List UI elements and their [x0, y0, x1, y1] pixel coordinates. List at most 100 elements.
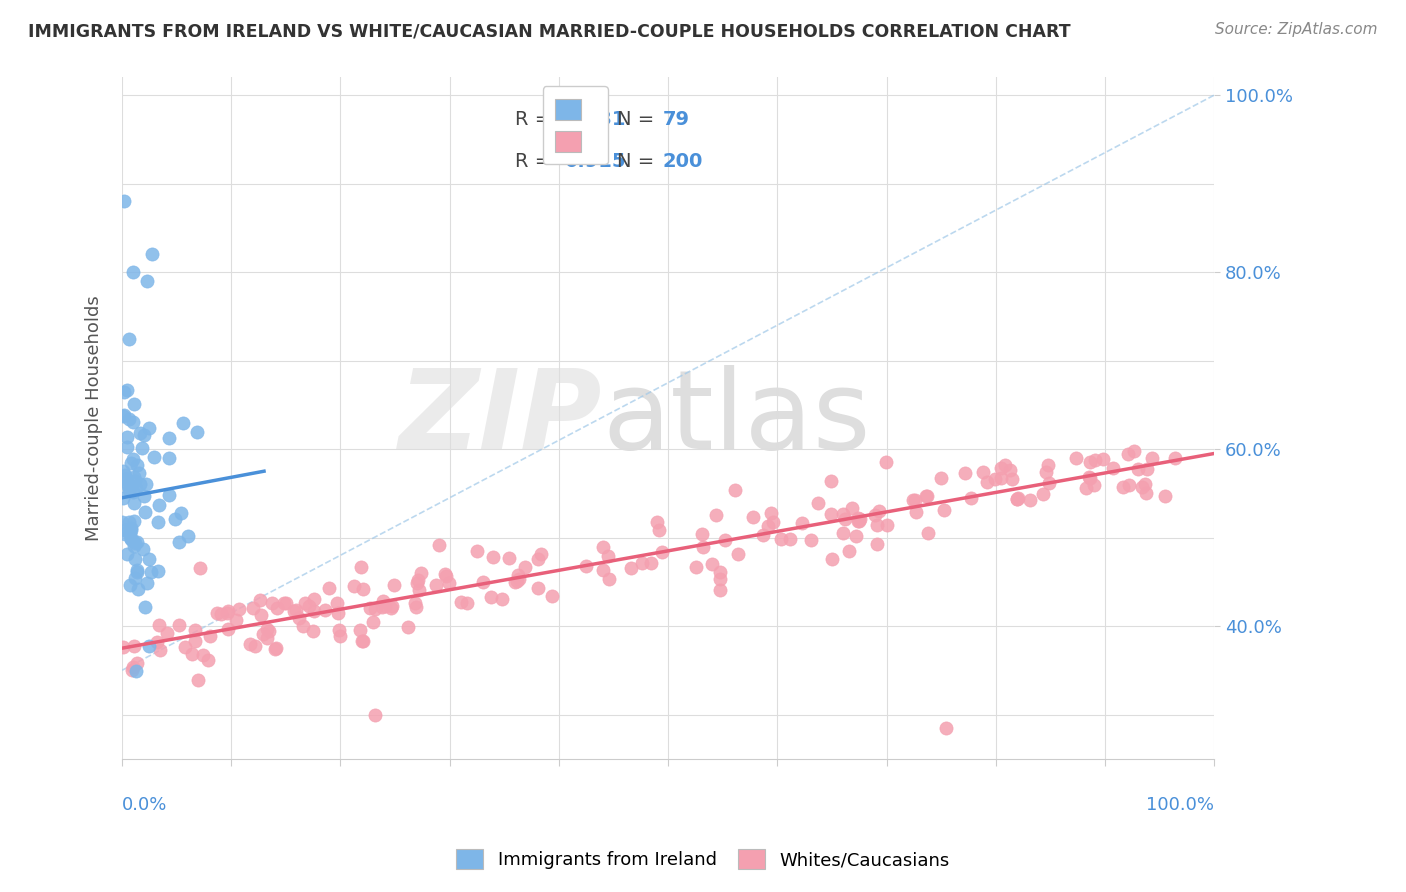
Point: [506, 574, 529, 588]
Point: [792, 516, 814, 530]
Text: 0.0%: 0.0%: [122, 797, 167, 814]
Point: [285, 603, 308, 617]
Point: [592, 562, 614, 576]
Point: [841, 501, 863, 516]
Point: [135, 477, 157, 491]
Point: [120, 532, 142, 546]
Point: [382, 578, 405, 592]
Point: [239, 637, 262, 651]
Point: [120, 521, 142, 535]
Text: R =: R =: [515, 152, 558, 170]
Point: [167, 535, 190, 549]
Point: [228, 602, 250, 616]
Point: [127, 656, 149, 670]
Point: [960, 491, 983, 506]
Point: [134, 506, 156, 520]
Point: [139, 565, 162, 579]
Point: [1076, 481, 1098, 495]
Point: [217, 607, 239, 621]
Point: [132, 541, 155, 556]
Point: [170, 506, 193, 520]
Point: [373, 599, 395, 613]
Point: [205, 606, 228, 620]
Point: [406, 573, 429, 587]
Point: [866, 537, 889, 551]
Point: [472, 574, 495, 589]
Point: [125, 664, 148, 678]
Point: [1142, 450, 1164, 465]
Point: [1038, 475, 1060, 490]
Point: [114, 527, 136, 541]
Point: [188, 561, 211, 575]
Point: [866, 517, 889, 532]
Point: [714, 533, 737, 547]
Text: ZIP: ZIP: [399, 365, 603, 472]
Point: [903, 493, 925, 508]
Point: [174, 640, 197, 654]
Point: [976, 475, 998, 489]
Point: [134, 599, 156, 614]
Point: [439, 576, 461, 591]
Point: [645, 516, 668, 530]
Point: [186, 425, 208, 439]
Point: [498, 550, 520, 565]
Point: [127, 582, 149, 597]
Point: [121, 523, 143, 537]
Point: [156, 625, 179, 640]
Point: [491, 592, 513, 607]
Legend: Immigrants from Ireland, Whites/Caucasians: Immigrants from Ireland, Whites/Caucasia…: [447, 839, 959, 879]
Point: [450, 595, 472, 609]
Point: [1116, 447, 1139, 461]
Point: [914, 489, 936, 503]
Point: [820, 507, 842, 521]
Point: [129, 426, 152, 441]
Point: [325, 596, 347, 610]
Text: N =: N =: [617, 111, 661, 129]
Point: [527, 581, 550, 595]
Point: [112, 409, 135, 423]
Point: [530, 547, 553, 561]
Point: [831, 525, 853, 540]
Point: [177, 529, 200, 543]
Point: [343, 579, 366, 593]
Point: [273, 596, 295, 610]
Point: [350, 560, 373, 574]
Point: [274, 596, 297, 610]
Point: [111, 515, 134, 529]
Point: [1007, 491, 1029, 506]
Point: [302, 624, 325, 638]
Point: [352, 633, 374, 648]
Point: [807, 496, 830, 510]
Point: [121, 663, 143, 677]
Point: [868, 503, 890, 517]
Point: [288, 610, 311, 624]
Point: [427, 538, 450, 552]
Point: [318, 581, 340, 595]
Point: [352, 633, 374, 648]
Point: [143, 450, 166, 465]
Point: [1092, 451, 1115, 466]
Point: [779, 532, 801, 546]
Point: [1154, 489, 1177, 503]
Point: [409, 566, 432, 580]
Point: [249, 593, 271, 607]
Point: [596, 549, 619, 563]
Point: [929, 470, 952, 484]
Point: [167, 618, 190, 632]
Point: [1001, 472, 1024, 486]
Point: [1118, 478, 1140, 492]
Point: [1035, 465, 1057, 479]
Point: [157, 451, 180, 466]
Point: [122, 659, 145, 673]
Point: [118, 515, 141, 529]
Point: [125, 563, 148, 577]
Point: [770, 532, 793, 546]
Point: [124, 540, 146, 554]
Point: [149, 642, 172, 657]
Point: [1112, 480, 1135, 494]
Point: [1083, 477, 1105, 491]
Point: [120, 527, 142, 541]
Point: [112, 640, 135, 654]
Point: [598, 572, 620, 586]
Point: [115, 472, 138, 486]
